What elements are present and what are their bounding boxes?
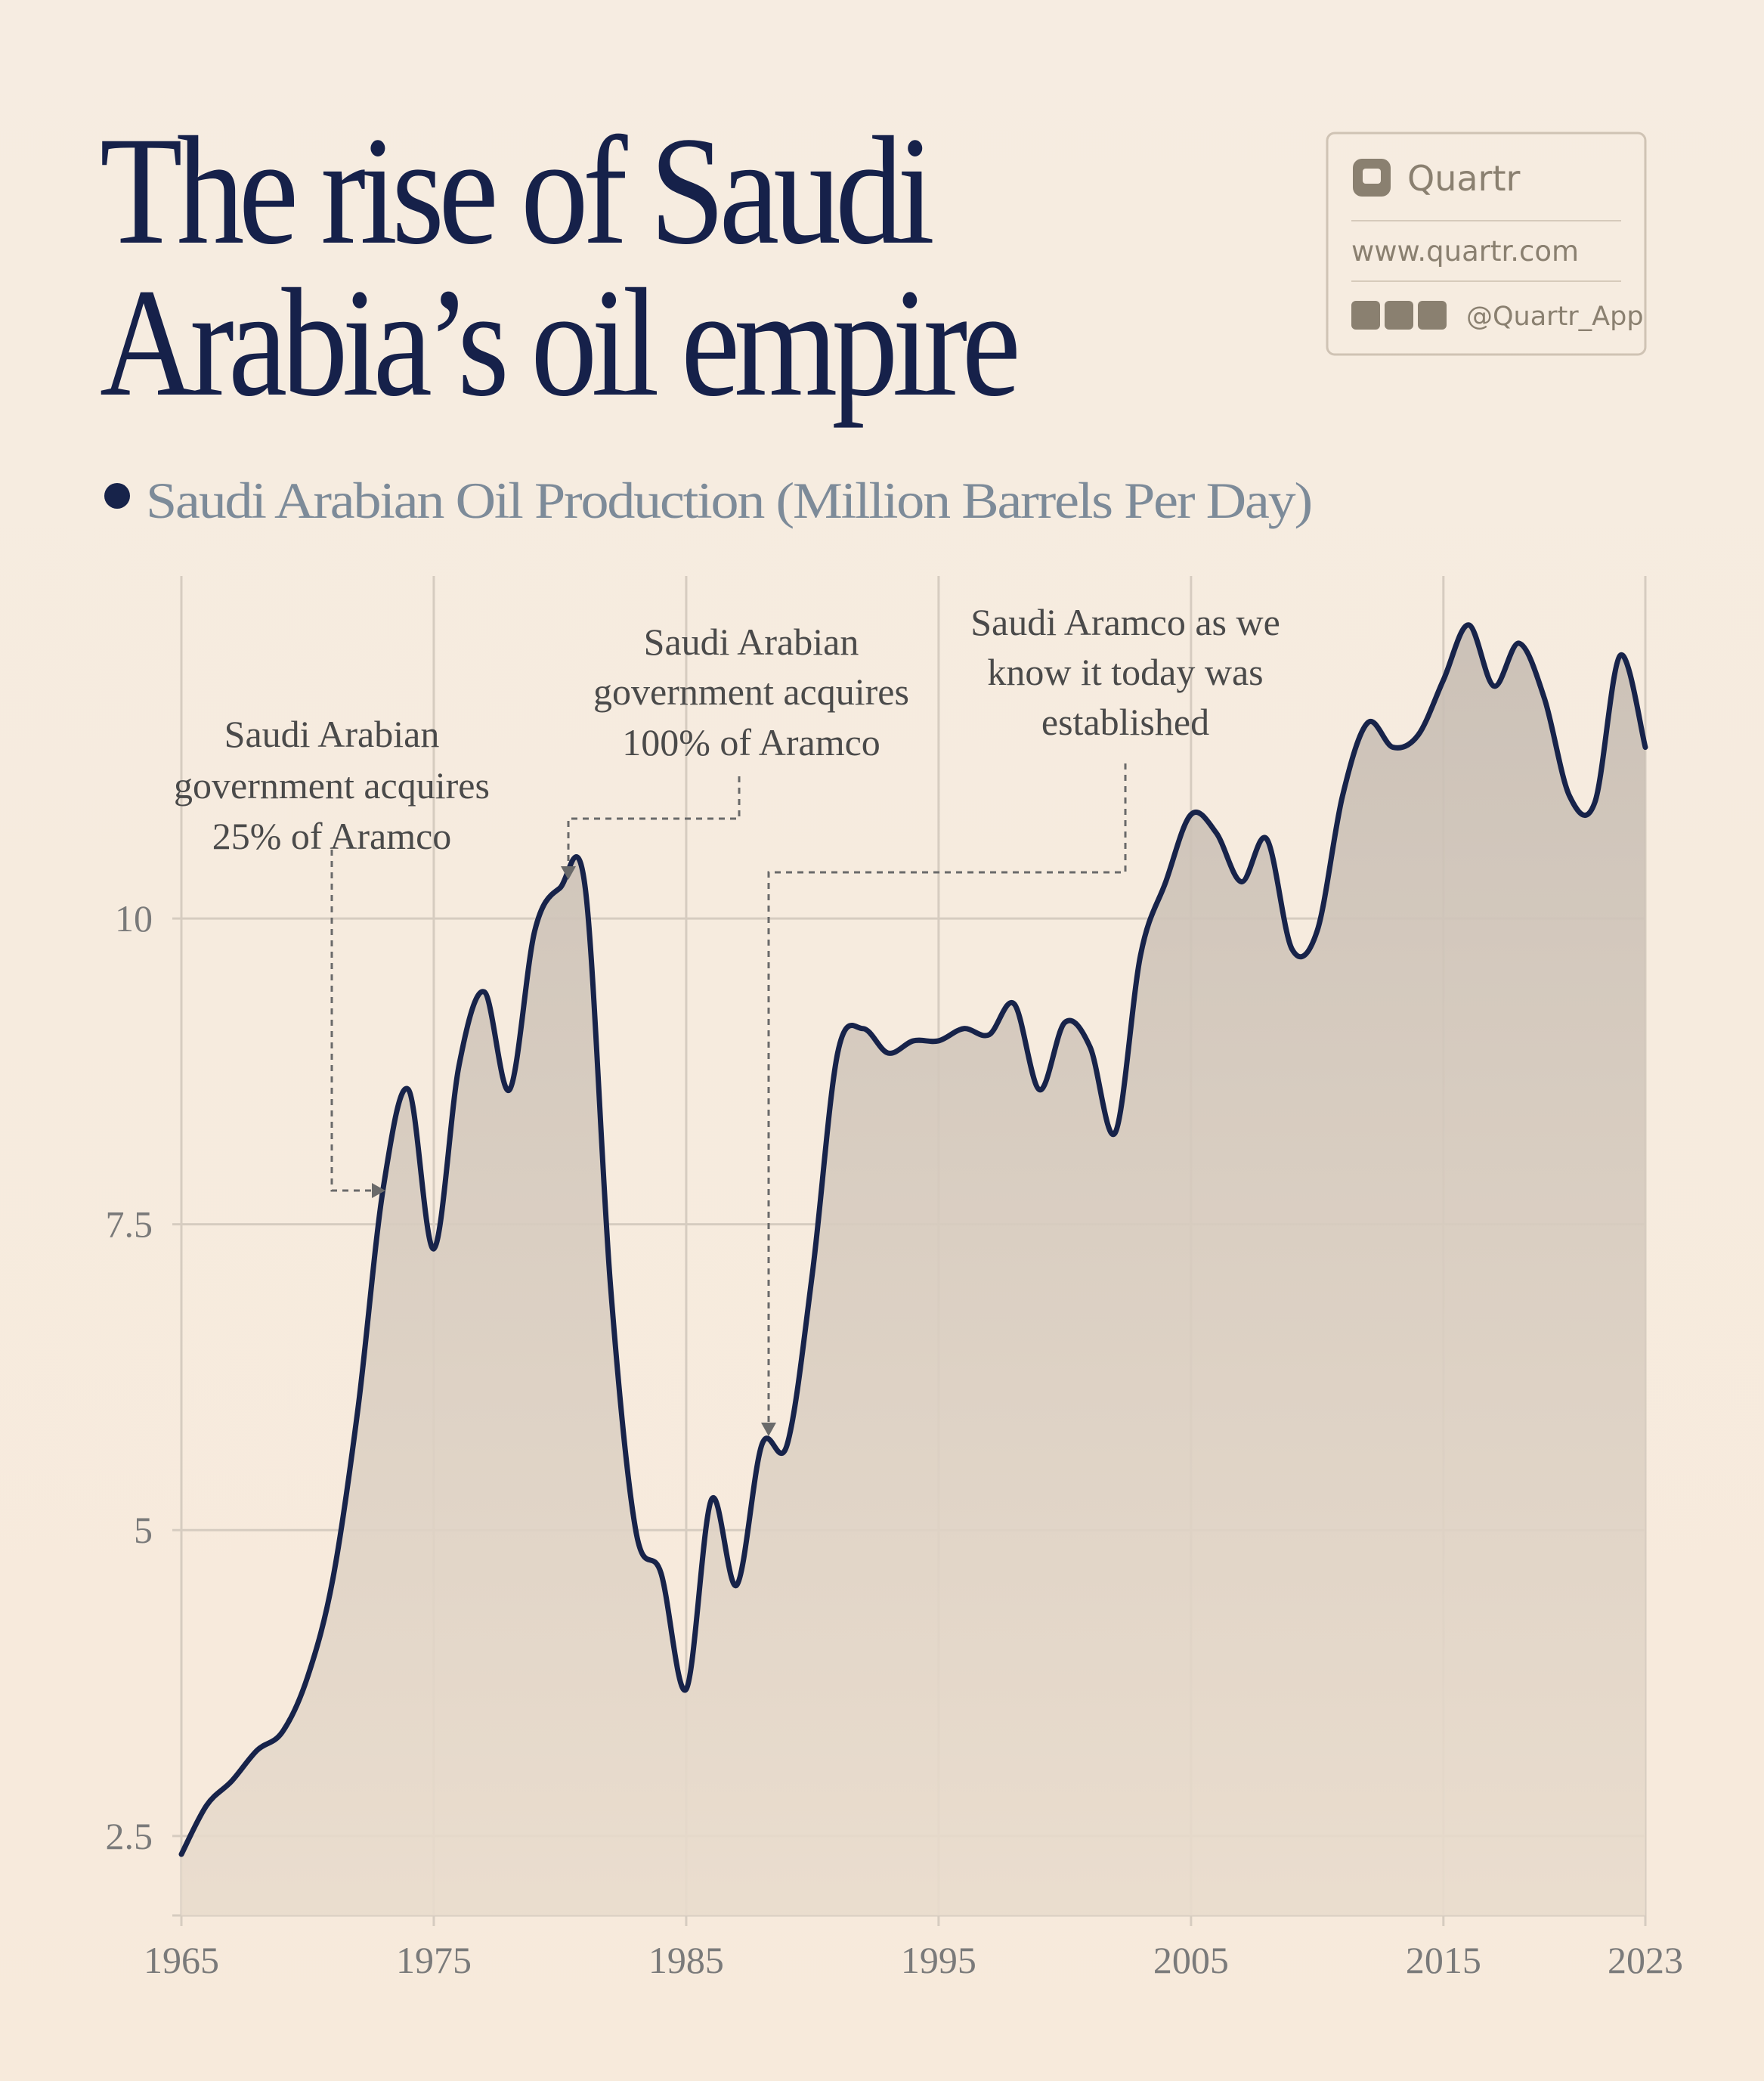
x-tick-label: 1975 bbox=[396, 1939, 472, 1981]
x-tick-label: 2015 bbox=[1406, 1939, 1481, 1981]
social-icon bbox=[1385, 301, 1413, 330]
plot bbox=[178, 622, 1648, 1915]
y-tick-label: 7.5 bbox=[106, 1203, 153, 1246]
annotation-text: know it today was bbox=[987, 651, 1263, 693]
annotations: Saudi Arabian government acquires 25% of… bbox=[174, 601, 1280, 1436]
arrow-head bbox=[372, 1183, 385, 1198]
area bbox=[181, 624, 1645, 1915]
y-tick-label: 10 bbox=[115, 897, 153, 940]
legend-label: Saudi Arabian Oil Production (Million Ba… bbox=[146, 472, 1311, 529]
annotation-text: 100% of Aramco bbox=[622, 721, 880, 763]
annotation-arrow bbox=[767, 763, 1127, 1426]
x-tick-label: 1995 bbox=[901, 1939, 976, 1981]
line bbox=[178, 622, 1648, 1857]
x-tick-label: 1985 bbox=[648, 1939, 724, 1981]
brand-logo bbox=[1363, 169, 1381, 184]
annotation-text: government acquires bbox=[593, 670, 909, 713]
annotation-arrow bbox=[567, 776, 741, 869]
legend-marker bbox=[104, 483, 130, 509]
brand-name: Quartr bbox=[1407, 158, 1520, 199]
x-tick-label: 1965 bbox=[144, 1939, 219, 1981]
annotation-text: 25% of Aramco bbox=[212, 815, 452, 857]
social-icon bbox=[1351, 301, 1380, 330]
arrow-head bbox=[761, 1423, 776, 1436]
annotation-text: established bbox=[1041, 701, 1209, 743]
annotation-text: government acquires bbox=[174, 764, 490, 807]
y-tick-label: 2.5 bbox=[106, 1815, 153, 1857]
brand-handle: @Quartr_App bbox=[1466, 302, 1644, 332]
arrow-head bbox=[561, 866, 576, 880]
brand-website: www.quartr.com bbox=[1351, 235, 1579, 268]
annotation-text: Saudi Arabian bbox=[644, 621, 859, 663]
chart-title: Arabia’s oil empire bbox=[100, 257, 1017, 429]
social-icon bbox=[1418, 301, 1447, 330]
brand-frame bbox=[1326, 132, 1647, 356]
x-tick-label: 2005 bbox=[1153, 1939, 1229, 1981]
annotation-text: Saudi Aramco as we bbox=[970, 601, 1280, 643]
title: The rise of Saudi Arabia’s oil empire bbox=[100, 105, 1023, 429]
chart-title: The rise of Saudi bbox=[100, 105, 933, 277]
brand-box: Quartr www.quartr.com @Quartr_App bbox=[1326, 132, 1647, 356]
y-tick-label: 5 bbox=[134, 1509, 153, 1551]
annotation-text: Saudi Arabian bbox=[224, 713, 440, 755]
annotation-arrow bbox=[330, 850, 375, 1192]
x-tick-label: 2023 bbox=[1608, 1939, 1683, 1981]
